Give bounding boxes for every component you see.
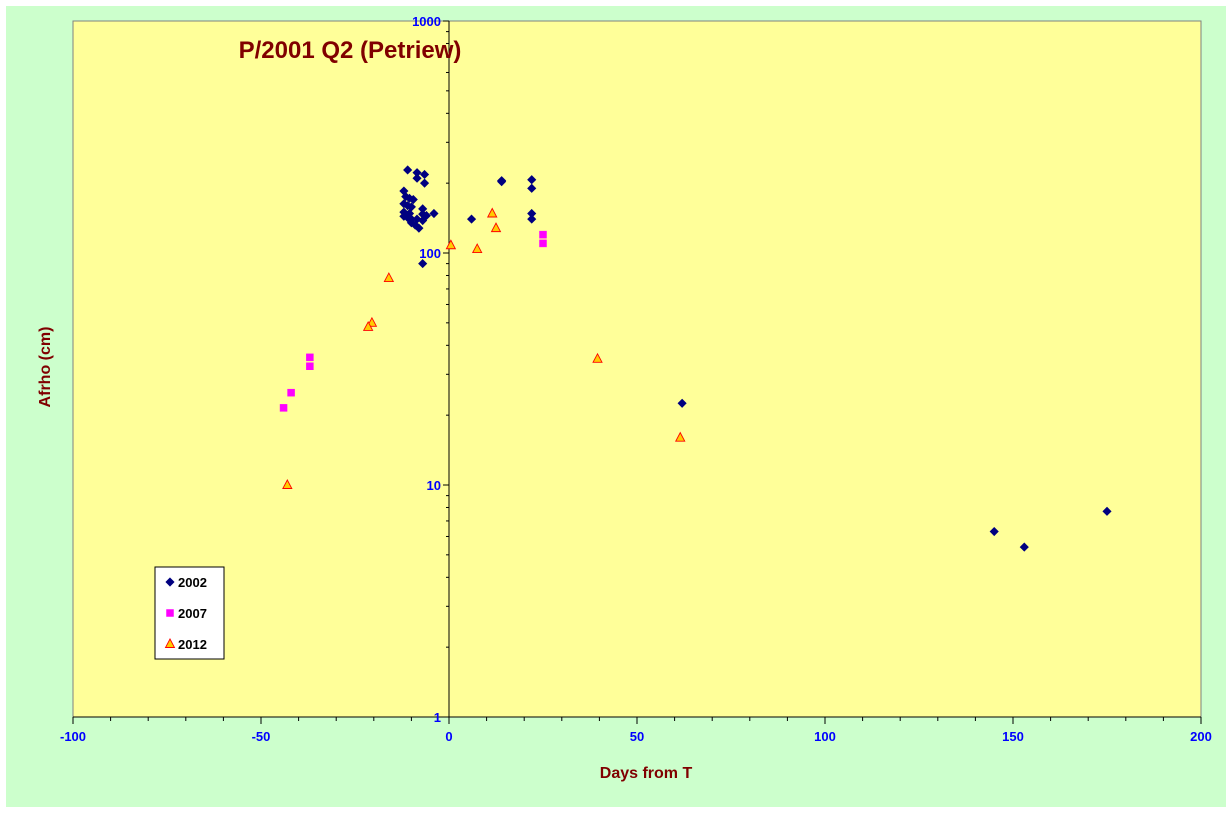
data-point-2007 — [279, 404, 288, 412]
chart-title: P/2001 Q2 (Petriew) — [239, 37, 462, 64]
data-point-2002 — [677, 398, 687, 408]
y-tick-label: 100 — [419, 246, 441, 261]
data-point-2002 — [989, 526, 999, 537]
data-point-2002 — [1019, 542, 1029, 552]
data-point-2002 — [527, 183, 537, 193]
data-point-2002 — [412, 173, 422, 183]
data-points — [279, 165, 1112, 552]
legend-label-2007: 2007 — [178, 606, 207, 621]
legend-marker-2012 — [164, 638, 176, 648]
data-point-2002 — [497, 177, 507, 187]
x-tick-label: -50 — [252, 729, 271, 744]
data-point-2002 — [1102, 506, 1112, 516]
y-axis-label: Afrho (cm) — [37, 327, 54, 408]
data-point-2012 — [383, 272, 395, 282]
data-point-2002 — [414, 223, 424, 233]
data-point-2012 — [445, 239, 457, 250]
data-point-2002 — [408, 194, 418, 205]
data-point-2012 — [592, 352, 603, 363]
axes: -100 -50 0 50 100 150 200 1 10 100 1000 — [60, 14, 1212, 744]
data-point-2007 — [287, 388, 295, 397]
data-point-2002 — [418, 215, 428, 226]
data-point-2007 — [539, 239, 547, 248]
legend-label-2002: 2002 — [178, 575, 207, 590]
data-point-2012 — [490, 222, 502, 233]
legend-marker-2007 — [166, 609, 174, 617]
x-tick-label: -100 — [60, 729, 86, 744]
y-tick-label: 10 — [427, 478, 441, 493]
x-tick-label: 100 — [814, 729, 836, 744]
x-tick-label: 50 — [630, 729, 644, 744]
legend-label-2012: 2012 — [178, 637, 207, 652]
x-tick-label: 150 — [1002, 729, 1024, 744]
data-point-2002 — [466, 214, 477, 224]
data-point-2012 — [282, 479, 293, 489]
data-point-2012 — [674, 431, 686, 442]
legend-markers — [164, 577, 176, 648]
data-point-2012 — [486, 207, 498, 218]
data-point-2002 — [429, 208, 439, 219]
y-tick-label: 1 — [434, 710, 441, 725]
data-point-2007 — [306, 353, 314, 362]
data-point-2012 — [362, 320, 374, 331]
data-point-2002 — [419, 178, 430, 188]
data-point-2002 — [419, 169, 430, 180]
data-point-2002 — [418, 259, 428, 269]
x-tick-label: 0 — [445, 729, 452, 744]
data-point-2007 — [539, 230, 547, 239]
plot-area — [72, 20, 1202, 718]
data-point-2002 — [527, 214, 537, 224]
x-axis-label: Days from T — [600, 765, 693, 782]
legend: 2002 2007 2012 — [154, 566, 225, 660]
data-point-2002 — [421, 210, 432, 221]
data-point-2007 — [306, 362, 314, 370]
data-point-2002 — [527, 175, 537, 185]
legend-marker-2002 — [165, 577, 175, 587]
x-tick-label: 200 — [1190, 729, 1212, 744]
data-point-2002 — [403, 165, 413, 175]
data-point-2012 — [471, 243, 483, 253]
y-tick-label: 1000 — [412, 14, 441, 29]
